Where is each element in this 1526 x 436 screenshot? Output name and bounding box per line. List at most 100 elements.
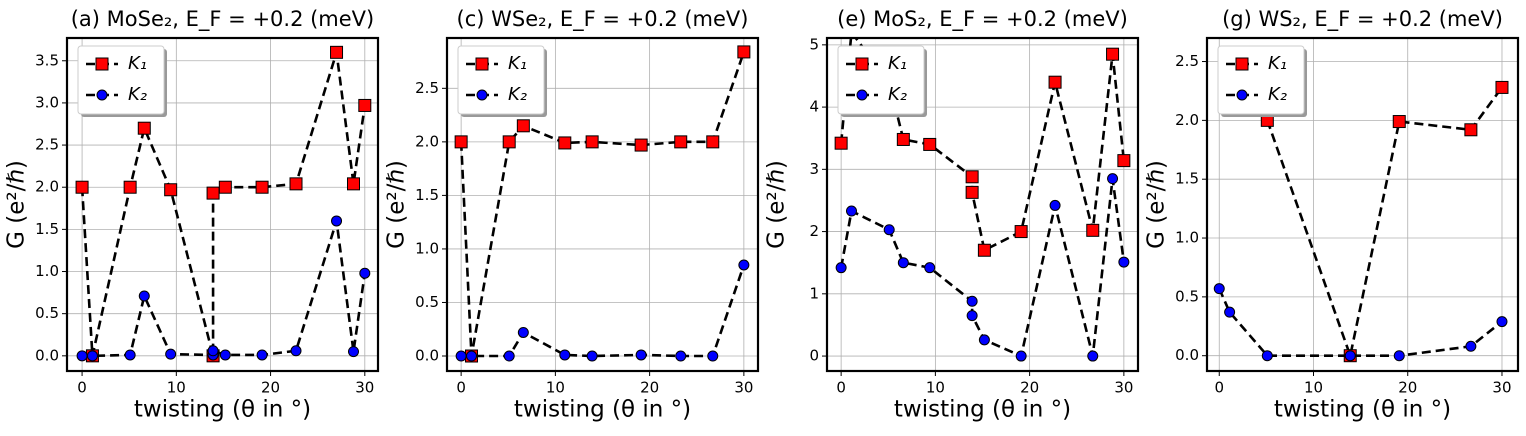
legend: K₁ K₂ — [1217, 45, 1307, 117]
legend-marker — [95, 57, 109, 71]
y-tick-label: 2 — [809, 222, 819, 240]
marker — [924, 262, 936, 274]
y-axis-label: G (e²/ℏ) — [1144, 160, 1170, 249]
y-tick-label: 0.5 — [1175, 287, 1199, 305]
marker — [75, 180, 89, 194]
marker — [977, 243, 991, 257]
x-tick-label: 10 — [926, 379, 945, 397]
marker — [359, 267, 371, 279]
marker — [1261, 350, 1273, 362]
marker — [1344, 350, 1356, 362]
marker — [834, 136, 848, 150]
legend-marker — [1235, 57, 1249, 71]
marker — [455, 350, 467, 362]
marker — [206, 186, 220, 200]
series-line — [461, 264, 746, 358]
marker — [896, 132, 910, 146]
x-tick-label: 10 — [1304, 379, 1323, 397]
marker — [207, 345, 219, 357]
marker — [559, 349, 571, 361]
y-tick-label: 2.0 — [35, 178, 59, 196]
y-axis-label: G (e²/ℏ) — [384, 160, 410, 249]
chart-title: (c) WSe₂, E_F = +0.2 (meV) — [457, 7, 749, 32]
marker — [290, 345, 302, 357]
marker — [1496, 316, 1508, 328]
legend-marker — [1236, 89, 1248, 101]
legend-label: K₁ — [128, 53, 147, 74]
x-tick-label: 20 — [1020, 379, 1039, 397]
marker — [86, 350, 98, 362]
marker — [635, 349, 647, 361]
subplot: 0.0 0.5 1.0 1.5 2.0 2.5 0 10 20 30 (c) WSe₂, E_F =… — [384, 7, 760, 423]
marker — [330, 45, 344, 59]
marker — [137, 121, 151, 135]
x-tick-label: 20 — [261, 379, 280, 397]
legend-label: K₁ — [1268, 53, 1287, 74]
marker — [1392, 115, 1406, 129]
x-axis-label: twisting (θ in °) — [514, 397, 691, 423]
marker — [675, 350, 687, 362]
marker — [978, 334, 990, 346]
x-tick-label: 30 — [734, 379, 753, 397]
markers — [76, 215, 371, 362]
x-tick-label: 30 — [1492, 379, 1511, 397]
x-tick-label: 20 — [640, 379, 659, 397]
chart-title: (a) MoSe₂, E_F = +0.2 (meV) — [71, 7, 375, 32]
markers — [1213, 283, 1508, 362]
marker — [965, 185, 979, 199]
x-tick-label: 0 — [456, 379, 466, 397]
x-tick-label: 20 — [1398, 379, 1417, 397]
marker — [218, 180, 232, 194]
y-tick-label: 4 — [809, 98, 819, 116]
legend-marker — [855, 57, 869, 71]
marker — [346, 177, 360, 191]
x-tick-label: 30 — [1114, 379, 1133, 397]
legend-box — [1217, 45, 1305, 115]
y-tick-label: 2.5 — [415, 79, 439, 97]
marker — [737, 45, 751, 59]
marker — [454, 135, 468, 149]
legend-label: K₂ — [1268, 84, 1287, 105]
y-tick-label: 5 — [809, 35, 819, 53]
marker — [256, 349, 268, 361]
marker — [358, 98, 372, 112]
marker — [738, 259, 750, 271]
marker — [707, 350, 719, 362]
marker — [466, 350, 478, 362]
y-tick-label: 1.5 — [1175, 170, 1199, 188]
marker — [1014, 225, 1028, 239]
series-line — [1266, 86, 1504, 361]
legend: K₁ K₂ — [837, 45, 927, 117]
marker — [347, 346, 359, 358]
legend-box — [457, 45, 545, 115]
series-line — [459, 51, 746, 357]
y-tick-label: 1.5 — [415, 186, 439, 204]
marker — [1106, 47, 1120, 61]
y-tick-label: 3 — [809, 160, 819, 178]
chart-title: (e) MoS₂, E_F = +0.2 (meV) — [837, 7, 1128, 32]
marker — [1224, 306, 1236, 318]
markers — [835, 173, 1130, 362]
y-tick-label: 0.5 — [415, 293, 439, 311]
marker — [835, 262, 847, 274]
legend-marker — [476, 89, 488, 101]
legend-marker — [475, 57, 489, 71]
y-axis-label: G (e²/ℏ) — [4, 160, 30, 249]
marker — [1107, 173, 1119, 185]
marker — [1495, 80, 1509, 94]
legend-box — [837, 45, 925, 115]
legend-marker — [96, 89, 108, 101]
marker — [585, 135, 599, 149]
y-tick-label: 2.5 — [35, 136, 59, 154]
series-line — [1218, 288, 1503, 358]
marker — [517, 326, 529, 338]
marker — [1464, 123, 1478, 137]
y-axis-label: G (e²/ℏ) — [764, 160, 790, 249]
legend-label: K₂ — [888, 84, 907, 105]
marker — [1015, 350, 1027, 362]
x-axis-label: twisting (θ in °) — [134, 397, 311, 423]
series-line — [82, 220, 367, 358]
x-axis-label: twisting (θ in °) — [894, 397, 1071, 423]
marker — [516, 119, 530, 133]
axes-frame — [65, 36, 380, 373]
